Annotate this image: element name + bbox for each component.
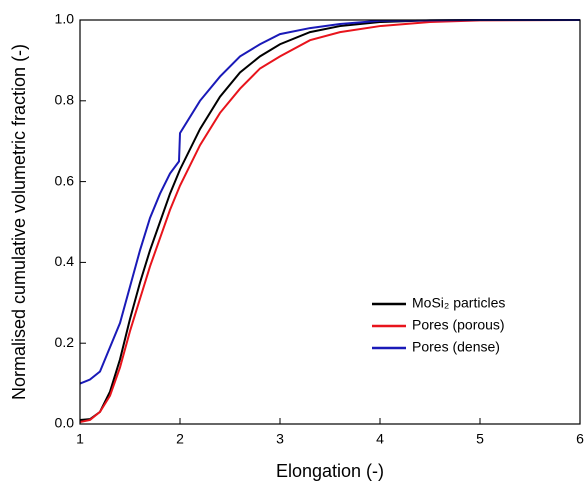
legend-text: MoSi₂ particles	[412, 295, 505, 311]
x-tick-label: 2	[176, 431, 184, 447]
series-line	[79, 19, 581, 423]
x-axis-title: Elongation (-)	[276, 461, 384, 481]
x-tick-label: 1	[76, 431, 84, 447]
y-tick-label: 0.6	[55, 172, 75, 188]
y-tick-label: 0.4	[55, 253, 75, 269]
series-line	[79, 19, 580, 421]
y-tick-label: 1.0	[55, 11, 75, 27]
y-tick-label: 0.8	[55, 92, 75, 108]
y-axis-title: Normalised cumulative volumetric fractio…	[9, 44, 29, 400]
y-tick-label: 0.2	[55, 334, 75, 350]
plot-frame	[79, 19, 581, 425]
x-tick-label: 5	[476, 431, 484, 447]
series-line	[79, 19, 580, 385]
y-tick-label: 0.0	[55, 415, 75, 431]
legend-text: Pores (porous)	[412, 317, 505, 333]
x-tick-label: 6	[576, 431, 584, 447]
x-tick-label: 3	[276, 431, 284, 447]
x-tick-label: 4	[376, 431, 384, 447]
legend-text: Pores (dense)	[412, 339, 500, 355]
